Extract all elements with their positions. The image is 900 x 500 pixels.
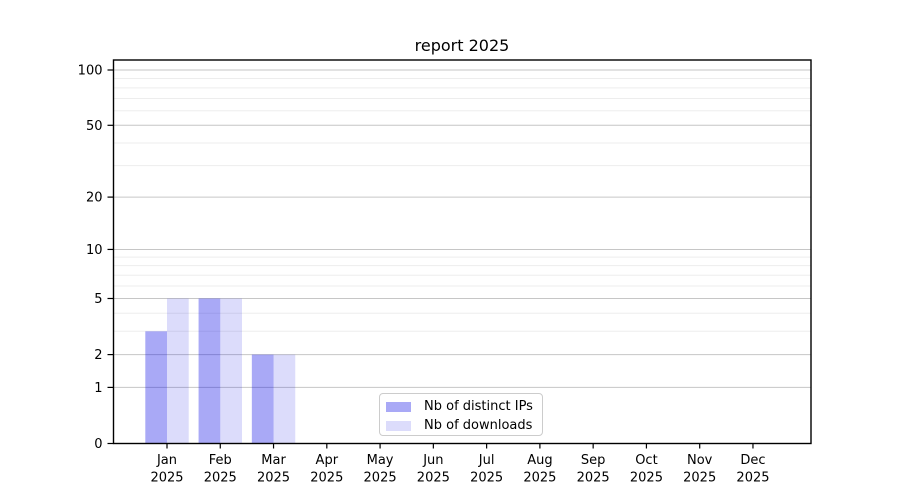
- y-tick-label: 50: [86, 119, 103, 134]
- x-tick-label-month: Apr: [316, 453, 339, 468]
- y-tick-label: 5: [94, 292, 102, 307]
- y-tick-label: 100: [78, 64, 103, 79]
- x-tick-label-month: Sep: [581, 453, 606, 468]
- x-tick-label-month: Oct: [635, 453, 657, 468]
- bar-downloads-2: [273, 354, 296, 444]
- y-tick-label: 10: [86, 243, 103, 258]
- x-tick-label-month: Jan: [156, 453, 177, 468]
- x-tick-label-month: Jul: [478, 453, 495, 468]
- x-tick-label-year: 2025: [257, 471, 290, 486]
- x-tick-label-year: 2025: [204, 471, 237, 486]
- x-tick-label-year: 2025: [630, 471, 663, 486]
- bar-distinct-ips-2: [251, 354, 274, 444]
- legend-label: Nb of distinct IPs: [424, 399, 533, 414]
- x-tick-label-year: 2025: [364, 471, 397, 486]
- x-tick-label-month: Aug: [527, 453, 552, 468]
- x-tick-label-year: 2025: [577, 471, 610, 486]
- legend-item: Nb of downloads: [386, 418, 542, 434]
- bar-downloads-0: [167, 298, 189, 444]
- x-tick-label-month: May: [367, 453, 394, 468]
- legend-swatch-downloads: [386, 421, 411, 431]
- x-tick-label-month: Nov: [687, 453, 713, 468]
- y-tick-label: 20: [86, 191, 103, 206]
- legend-swatch-distinct-ips: [386, 402, 411, 412]
- bar-downloads-1: [220, 298, 242, 444]
- legend-item: Nb of distinct IPs: [386, 399, 542, 415]
- x-tick-label-year: 2025: [310, 471, 343, 486]
- legend: Nb of distinct IPs Nb of downloads: [379, 393, 543, 436]
- x-tick-label-year: 2025: [417, 471, 450, 486]
- y-tick-label: 1: [94, 381, 102, 396]
- x-tick-label-year: 2025: [150, 471, 183, 486]
- y-tick-label: 0: [94, 437, 102, 452]
- bar-distinct-ips-0: [145, 331, 167, 444]
- y-tick-label: 2: [94, 348, 102, 363]
- x-tick-label-month: Jun: [422, 453, 443, 468]
- x-tick-label-year: 2025: [736, 471, 769, 486]
- x-tick-label-month: Mar: [261, 453, 286, 468]
- legend-label: Nb of downloads: [424, 418, 533, 433]
- bar-distinct-ips-1: [198, 298, 221, 444]
- x-tick-label-year: 2025: [523, 471, 556, 486]
- x-tick-label-month: Feb: [209, 453, 232, 468]
- x-tick-label-month: Dec: [740, 453, 765, 468]
- chart-title: report 2025: [414, 36, 510, 55]
- plot-frame: [112, 59, 812, 445]
- x-tick-label-year: 2025: [470, 471, 503, 486]
- x-tick-label-year: 2025: [683, 471, 716, 486]
